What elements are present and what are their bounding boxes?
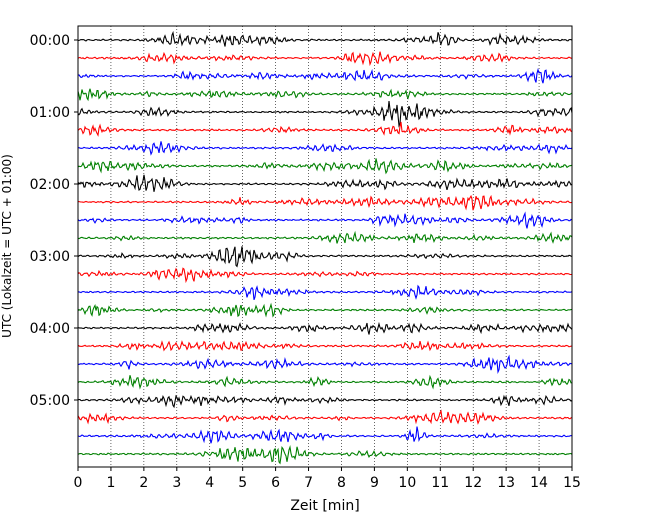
seismic-trace — [77, 374, 572, 390]
x-tick-label: 13 — [497, 475, 515, 491]
x-tick-label: 15 — [563, 475, 581, 491]
seismic-trace — [77, 302, 573, 318]
y-axis: 00:00 01:00 02:00 03:00 04:00 05:00 — [30, 33, 78, 409]
seismic-trace — [77, 230, 573, 244]
plot-frame — [77, 25, 573, 468]
y-axis-label: UTC (Lokalzeit = UTC + 01:00) — [0, 154, 14, 338]
seismic-trace — [77, 174, 573, 192]
seismic-trace — [77, 340, 573, 352]
seismic-trace — [77, 158, 573, 175]
y-tick-label: 02:00 — [30, 177, 70, 193]
x-tick-label: 5 — [238, 475, 247, 491]
x-tick-label: 3 — [172, 475, 181, 491]
x-tick-label: 12 — [464, 475, 482, 491]
seismic-trace — [77, 211, 573, 229]
seismic-trace — [77, 51, 573, 67]
y-tick-label: 04:00 — [30, 321, 70, 337]
x-tick-label: 4 — [205, 475, 214, 491]
x-tick-label: 0 — [74, 475, 83, 491]
seismic-trace — [77, 354, 573, 375]
y-tick-label: 01:00 — [30, 105, 70, 121]
x-tick-label: 7 — [304, 475, 313, 491]
seismic-trace — [77, 246, 573, 268]
seismic-trace — [77, 267, 573, 284]
x-tick-label: 11 — [431, 475, 449, 491]
seismic-trace — [77, 409, 573, 425]
seismic-trace — [77, 88, 573, 102]
x-tick-label: 6 — [271, 475, 280, 491]
y-tick-label: 00:00 — [30, 33, 70, 49]
x-tick-label: 1 — [106, 475, 115, 491]
x-tick-label: 9 — [370, 475, 379, 491]
x-tick-label: 10 — [398, 475, 416, 491]
x-axis-label: Zeit [min] — [290, 498, 359, 514]
seismic-trace — [77, 30, 573, 47]
seismic-trace — [77, 284, 573, 301]
seismic-trace — [77, 101, 573, 128]
y-tick-label: 05:00 — [30, 393, 70, 409]
x-tick-label: 14 — [530, 475, 548, 491]
seismic-trace — [77, 394, 573, 409]
seismic-trace — [77, 426, 573, 444]
seismic-trace — [77, 194, 573, 211]
seismic-trace — [77, 321, 573, 335]
seismic-trace — [77, 68, 573, 84]
y-tick-label: 03:00 — [30, 249, 70, 265]
x-tick-label: 8 — [337, 475, 346, 491]
seismic-trace — [77, 445, 573, 465]
x-axis: 0 1 2 3 4 5 6 7 8 9 10 11 12 13 14 15 — [74, 467, 581, 491]
seismic-trace — [77, 141, 573, 156]
seismic-trace — [77, 121, 573, 137]
seismic-traces — [77, 30, 573, 465]
x-tick-label: 2 — [139, 475, 148, 491]
